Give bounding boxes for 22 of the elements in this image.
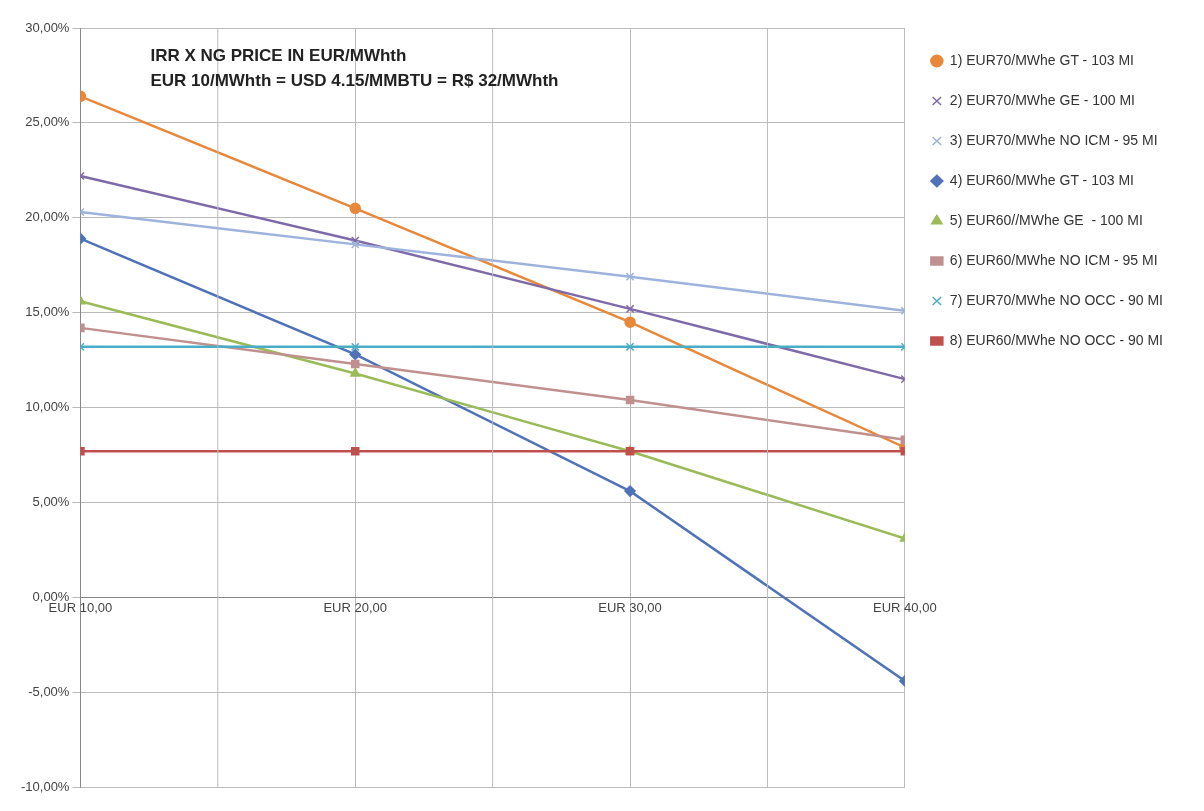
text: EUR 10/MWhth = USD 4.15/MMBTU = R$ 32/MWhth <box>150 71 559 91</box>
text: IRR X NG PRICE IN EUR/MWhth <box>150 46 407 66</box>
y-tick-label: 25,00% <box>25 114 70 130</box>
legend-label: 1) EUR70/MWhe GT - 103 MI <box>949 51 1134 68</box>
legend-label: 3) EUR70/MWhe NO ICM - 95 MI <box>949 131 1158 148</box>
y-tick-label: 15,00% <box>25 304 70 320</box>
x-tick-label: EUR 30,00 <box>598 599 662 615</box>
legend-label: 8) EUR60/MWhe NO OCC - 90 MI <box>949 331 1163 348</box>
y-tick-label: -10,00% <box>21 778 70 794</box>
legend-label: 5) EUR60//MWhe GE - 100 MI <box>949 211 1143 228</box>
y-tick-label: -5,00% <box>28 683 70 699</box>
legend-label: 7) EUR70/MWhe NO OCC - 90 MI <box>949 291 1163 308</box>
y-tick-label: 20,00% <box>25 209 70 225</box>
x-tick-label: EUR 20,00 <box>323 599 388 615</box>
y-tick-label: 0,00% <box>32 588 70 604</box>
legend-label: 6) EUR60/MWhe NO ICM - 95 MI <box>949 251 1158 268</box>
x-tick-label: EUR 40,00 <box>873 599 937 615</box>
legend-label: 4) EUR60/MWhe GT - 103 MI <box>949 171 1134 188</box>
y-tick-label: 10,00% <box>25 399 70 415</box>
y-tick-label: 5,00% <box>32 494 70 510</box>
legend-label: 2) EUR70/MWhe GE - 100 MI <box>949 91 1136 108</box>
y-tick-label: 30,00% <box>25 19 70 35</box>
